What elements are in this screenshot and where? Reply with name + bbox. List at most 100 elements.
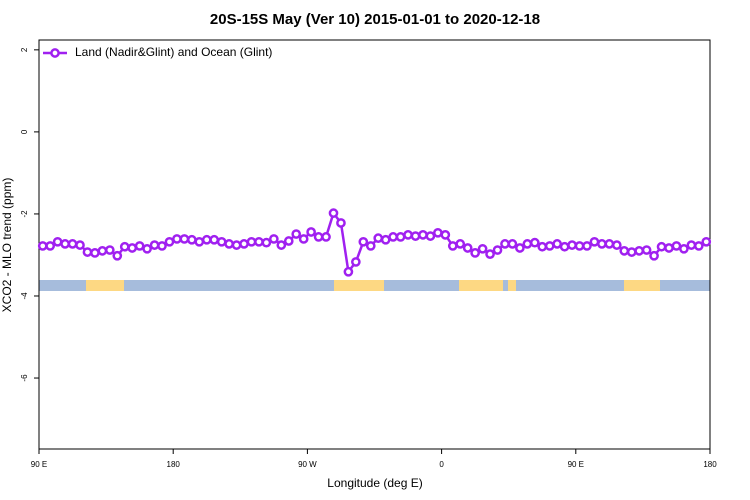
data-point [656, 241, 667, 252]
data-point [269, 234, 279, 244]
data-point [485, 249, 495, 259]
data-point [440, 230, 451, 240]
data-point [97, 246, 108, 256]
data-point [388, 232, 398, 242]
data-point [619, 246, 630, 256]
data-point [90, 248, 100, 258]
data-point [544, 241, 555, 251]
data-point [298, 234, 309, 244]
data-point [351, 257, 361, 267]
data-point [104, 245, 115, 255]
data-point [589, 236, 600, 247]
data-point [194, 236, 205, 247]
data-point [507, 239, 518, 249]
data-point [634, 246, 645, 256]
data-point [127, 243, 138, 253]
x-tick-label: 0 [439, 460, 444, 469]
data-point [343, 266, 354, 277]
data-point [515, 243, 525, 253]
data-point [306, 227, 316, 237]
x-tick-label: 90 E [568, 460, 584, 469]
data-point [567, 240, 577, 250]
x-tick-label: 90 W [298, 460, 317, 469]
data-point [410, 231, 421, 241]
data-point [701, 236, 712, 247]
data-point [60, 239, 70, 249]
y-tick-label: -6 [20, 374, 29, 382]
data-point [246, 236, 257, 247]
data-point [649, 250, 659, 261]
data-point [574, 241, 585, 251]
data-point [626, 247, 637, 257]
data-point [470, 248, 480, 258]
data-point [82, 247, 93, 257]
y-tick-label: -4 [20, 292, 29, 300]
data-point [52, 236, 63, 247]
data-point [679, 243, 689, 254]
data-point [119, 241, 130, 252]
data-point [693, 241, 704, 251]
x-tick-label: 180 [703, 460, 717, 469]
data-point [477, 243, 488, 254]
data-point [597, 239, 607, 249]
y-tick-label: -2 [20, 210, 29, 218]
data-point [239, 239, 249, 249]
data-point [418, 230, 428, 240]
data-point [403, 230, 413, 240]
legend-marker [50, 48, 60, 58]
data-point [321, 232, 331, 242]
y-tick-label: 0 [20, 129, 29, 134]
data-point [283, 236, 294, 246]
data-point [254, 236, 264, 247]
legend-label: Land (Nadir&Glint) and Ocean (Glint) [75, 45, 272, 59]
x-tick-label: 180 [167, 460, 181, 469]
data-point [641, 245, 652, 255]
data-point [261, 237, 272, 248]
y-axis-label: XCO2 - MLO trend (ppm) [0, 178, 14, 313]
data-point [582, 241, 592, 251]
data-point [537, 241, 548, 252]
chart-title: 20S-15S May (Ver 10) 2015-01-01 to 2020-… [210, 11, 540, 28]
data-point [559, 241, 570, 252]
data-point [425, 231, 436, 241]
data-point [164, 236, 175, 247]
data-point [529, 237, 540, 248]
data-point [365, 241, 376, 251]
data-point [209, 234, 220, 245]
data-point [149, 240, 160, 250]
data-point [45, 241, 56, 251]
data-point [172, 234, 182, 244]
data-point [462, 243, 473, 253]
x-tick-label: 90 E [31, 460, 47, 469]
data-point [492, 245, 503, 255]
data-point [328, 208, 339, 218]
data-point [671, 241, 682, 251]
data-point [179, 234, 190, 244]
data-point [201, 234, 212, 245]
data-point [455, 239, 466, 249]
data-point [313, 232, 324, 242]
data-point [611, 240, 622, 250]
data-point [373, 233, 384, 243]
data-point [500, 239, 510, 249]
data-point [157, 241, 167, 251]
data-point [395, 232, 406, 242]
data-point [231, 240, 242, 250]
data-point [134, 241, 145, 251]
data-point [552, 239, 563, 249]
data-point [186, 234, 197, 245]
data-point [433, 227, 443, 238]
surface-strip [39, 280, 710, 291]
data-point [216, 236, 227, 247]
data-point [358, 236, 369, 247]
x-axis-label: Longitude (deg E) [327, 476, 422, 490]
data-point [522, 239, 533, 249]
data-point [336, 218, 346, 228]
y-tick-label: 2 [20, 47, 29, 52]
data-point [67, 239, 78, 249]
data-point [75, 240, 85, 250]
data-point [276, 240, 287, 250]
data-point [447, 241, 458, 251]
data-point [686, 240, 697, 250]
